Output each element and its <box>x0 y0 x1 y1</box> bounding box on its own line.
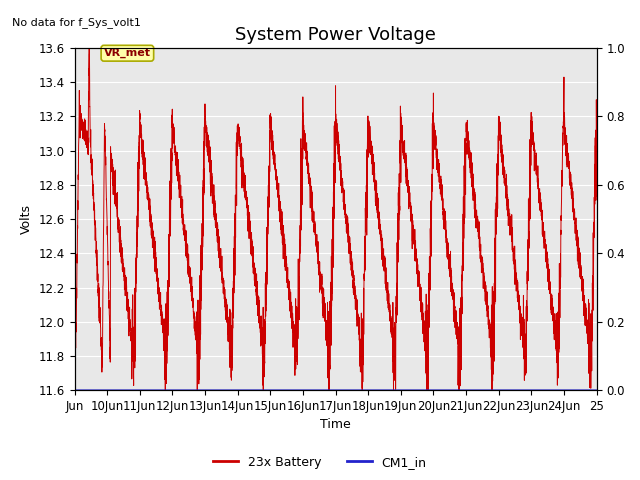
Text: VR_met: VR_met <box>104 48 151 59</box>
Title: System Power Voltage: System Power Voltage <box>235 26 436 44</box>
Legend: 23x Battery, CM1_in: 23x Battery, CM1_in <box>208 451 432 474</box>
X-axis label: Time: Time <box>320 419 351 432</box>
Y-axis label: Volts: Volts <box>20 204 33 234</box>
Text: No data for f_Sys_volt1: No data for f_Sys_volt1 <box>12 17 141 27</box>
